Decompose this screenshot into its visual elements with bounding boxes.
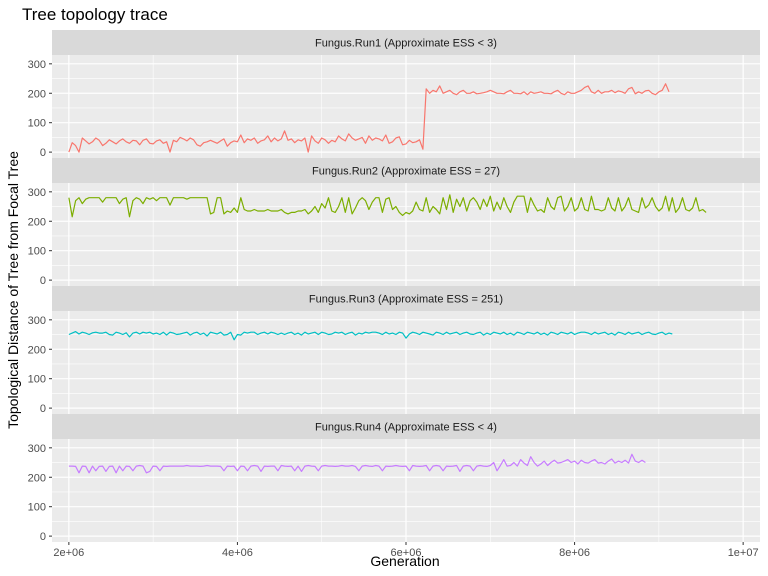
panel-1: Fungus.Run1 (Approximate ESS < 3) 0 100 200… [28, 30, 760, 159]
y-tick-label: 200 [28, 472, 46, 484]
panel-strip-label: Fungus.Run2 (Approximate ESS = 27) [312, 166, 500, 178]
panel-strip [52, 30, 760, 55]
y-tick-label: 0 [40, 275, 46, 287]
y-tick-label: 300 [28, 315, 46, 327]
y-tick-label: 300 [28, 443, 46, 455]
x-tick-label: 1e+07 [728, 547, 759, 559]
panel-strip [52, 414, 760, 439]
series-line [68, 453, 646, 474]
chart-title: Tree topology trace [22, 5, 168, 24]
panel-strip-label: Fungus.Run4 (Approximate ESS < 4) [315, 422, 497, 434]
y-tick-label: 300 [28, 59, 46, 71]
y-axis-label: Topological Distance of Tree from Focal … [5, 151, 21, 429]
y-tick-label: 200 [28, 216, 46, 228]
y-tick-label: 0 [40, 147, 46, 159]
panel-strip-label: Fungus.Run1 (Approximate ESS < 3) [315, 38, 497, 50]
x-tick-label: 6e+06 [391, 547, 422, 559]
y-tick-label: 100 [28, 502, 46, 514]
series-line [68, 331, 673, 341]
x-tick-label: 4e+06 [222, 547, 253, 559]
y-tick-label: 300 [28, 187, 46, 199]
panel-strip [52, 158, 760, 183]
panel-3: Fungus.Run3 (Approximate ESS = 251) 0 100 2… [28, 286, 760, 415]
panel-2: Fungus.Run2 (Approximate ESS = 27) 0 100 20… [28, 158, 760, 287]
y-tick-label: 200 [28, 88, 46, 100]
panel-4: Fungus.Run4 (Approximate ESS < 4) 0 100 200… [28, 414, 760, 543]
x-tick-label: 2e+06 [53, 547, 84, 559]
panel-strip-label: Fungus.Run3 (Approximate ESS = 251) [309, 294, 503, 306]
series-line [68, 83, 670, 153]
panel-strip [52, 286, 760, 311]
y-tick-label: 0 [40, 403, 46, 415]
y-tick-label: 100 [28, 374, 46, 386]
y-tick-label: 100 [28, 118, 46, 130]
y-tick-label: 200 [28, 344, 46, 356]
series-line [68, 194, 707, 218]
x-tick-label: 8e+06 [559, 547, 590, 559]
x-axis-label: Generation [370, 553, 440, 569]
y-tick-label: 0 [40, 531, 46, 543]
y-tick-label: 100 [28, 246, 46, 258]
